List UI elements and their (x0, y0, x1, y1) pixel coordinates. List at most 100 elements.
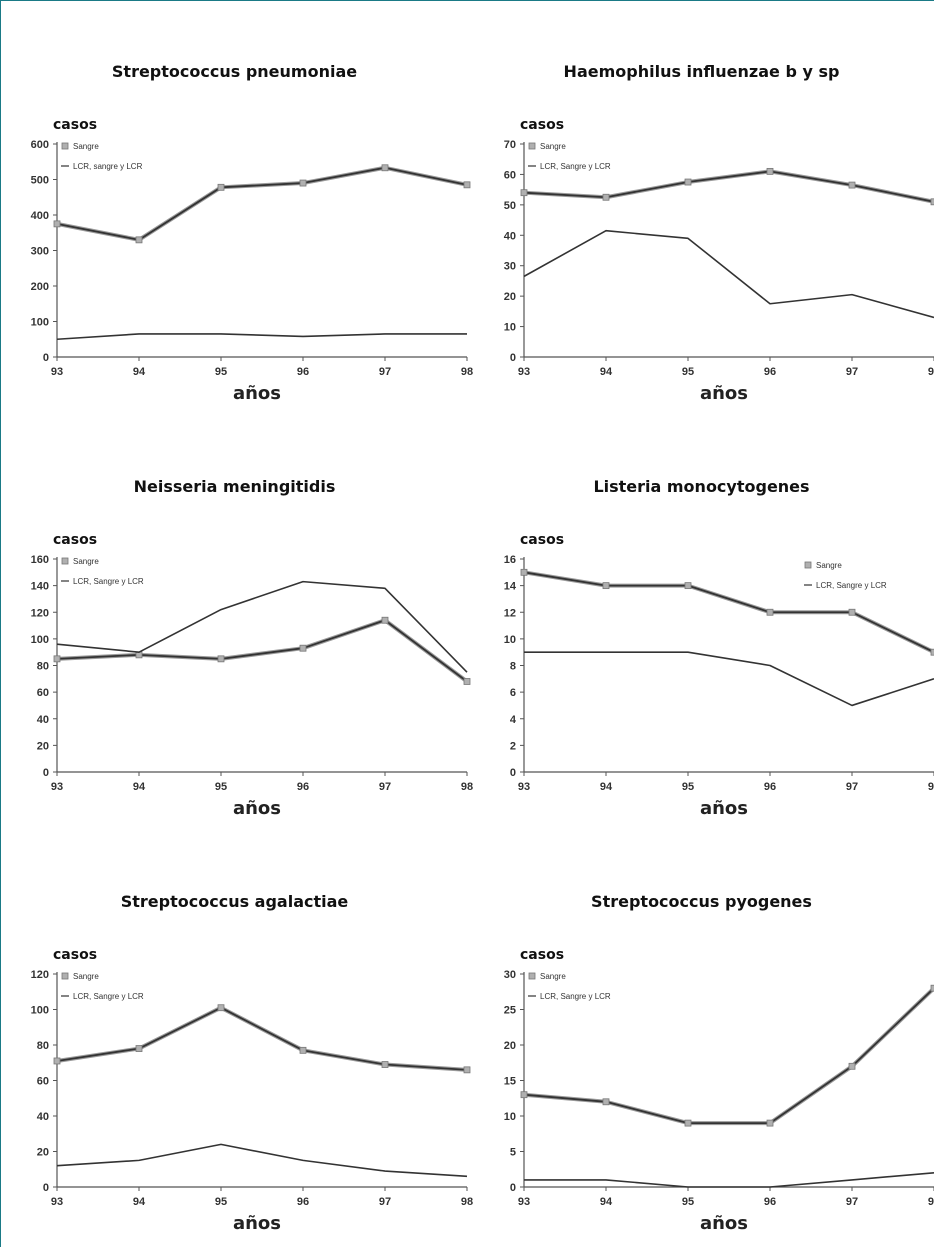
x-axis-label: años (233, 1213, 281, 1234)
legend-entry: Sangre (540, 142, 566, 151)
legend-entry: Sangre (73, 142, 99, 151)
y-tick-label: 5 (510, 1147, 516, 1159)
data-point (848, 1062, 856, 1070)
y-tick-label: 0 (43, 352, 49, 364)
data-point (299, 644, 307, 652)
data-point (848, 608, 856, 616)
data-point (135, 1045, 143, 1052)
x-tick-label: 93 (518, 366, 530, 378)
y-axis-label: casos (520, 117, 564, 133)
y-tick-label: 0 (510, 352, 516, 364)
x-tick-label: 94 (600, 781, 613, 793)
y-axis-label: casos (53, 532, 97, 548)
x-tick-label: 93 (51, 366, 63, 378)
x-tick-label: 98 (461, 1196, 473, 1208)
data-point (520, 568, 528, 576)
series-line-shadow (56, 1005, 468, 1072)
data-point (53, 1057, 61, 1065)
y-tick-label: 20 (504, 291, 516, 303)
series-line-lcr-sangre-y-lcr (524, 651, 934, 707)
y-tick-label: 30 (504, 969, 516, 981)
x-tick-label: 96 (297, 366, 309, 378)
chart-title: Haemophilus influenzae b y sp (564, 62, 840, 81)
data-point (684, 1119, 692, 1127)
y-axis-label: casos (520, 947, 564, 963)
y-tick-label: 10 (504, 634, 516, 646)
chart-panel-haemophilus: Haemophilus influenzae b y sp casos 0 10 20 3… (468, 1, 934, 416)
series-line-lcr-sangre-y-lcr (523, 229, 934, 319)
y-tick-label: 400 (31, 210, 49, 222)
data-point (53, 220, 61, 228)
y-tick-label: 20 (504, 1040, 516, 1052)
data-point (135, 236, 143, 244)
data-point (766, 1119, 774, 1127)
x-tick-label: 94 (600, 1196, 613, 1208)
y-tick-label: 6 (510, 687, 516, 699)
y-tick-label: 2 (510, 740, 516, 752)
y-tick-label: 60 (37, 1076, 49, 1088)
x-tick-label: 97 (846, 781, 858, 793)
y-tick-label: 16 (504, 554, 516, 566)
x-tick-label: 94 (133, 781, 146, 793)
x-tick-label: 97 (379, 1196, 391, 1208)
data-point (463, 181, 471, 189)
y-tick-label: 40 (37, 1111, 49, 1123)
y-tick-label: 70 (504, 139, 516, 151)
y-tick-label: 0 (43, 767, 49, 779)
x-axis-label: años (233, 383, 281, 404)
data-point (217, 1004, 225, 1012)
series-line-sangre (56, 166, 468, 241)
chart-svg: Haemophilus influenzae b y sp casos 0 10 20 3… (504, 62, 934, 404)
legend-entry: Sangre (816, 561, 842, 570)
y-axis-label: casos (520, 532, 564, 548)
data-point (848, 181, 856, 189)
chart-title: Streptococcus pneumoniae (112, 62, 357, 81)
data-point (53, 655, 61, 663)
y-tick-label: 100 (31, 634, 49, 646)
series-line-sangre (523, 987, 934, 1125)
chart-title: Streptococcus pyogenes (591, 892, 812, 911)
x-tick-label: 98 (461, 781, 473, 793)
series-line-sangre (56, 619, 468, 683)
x-tick-label: 95 (215, 781, 227, 793)
y-tick-label: 20 (37, 740, 49, 752)
data-point (684, 178, 692, 186)
x-tick-label: 98 (928, 366, 934, 378)
x-tick-label: 93 (518, 781, 530, 793)
data-point (299, 1046, 307, 1054)
x-axis-label: años (700, 383, 748, 404)
data-point (217, 183, 225, 191)
y-tick-label: 120 (31, 607, 49, 619)
chart-svg: Listeria monocytogenes casos 0 2 4 6 8 10 12 14 16… (504, 477, 934, 819)
data-point (463, 678, 471, 685)
legend-entry: LCR, Sangre y LCR (73, 577, 144, 586)
y-tick-label: 10 (504, 322, 516, 334)
data-point (930, 984, 934, 992)
legend-marker (528, 142, 536, 150)
y-tick-label: 500 (31, 175, 49, 187)
x-tick-label: 94 (600, 366, 613, 378)
y-tick-label: 25 (504, 1005, 516, 1017)
chart-svg: Neisseria meningitidis casos 0 20 40 60 80 100 1… (31, 477, 473, 819)
chart-panel-pneumoniae: Streptococcus pneumoniae casos 0 100 200 300 4… (1, 1, 473, 416)
x-tick-label: 93 (51, 1196, 63, 1208)
legend-entry: Sangre (73, 557, 99, 566)
chart-svg: Streptococcus pneumoniae casos 0 100 200 300 4… (31, 62, 473, 404)
y-tick-label: 300 (31, 246, 49, 258)
data-point (930, 648, 934, 656)
y-tick-label: 0 (43, 1182, 49, 1194)
data-point (602, 193, 610, 201)
chart-panel-agalactiae: Streptococcus agalactiae casos 0 20 40 60 80 10… (1, 831, 473, 1246)
y-tick-label: 160 (31, 554, 49, 566)
x-tick-label: 97 (379, 781, 391, 793)
x-tick-label: 95 (215, 1196, 227, 1208)
legend-entry: LCR, sangre y LCR (73, 162, 143, 171)
x-tick-label: 96 (764, 781, 776, 793)
chart-svg: Streptococcus agalactiae casos 0 20 40 60 80 10… (31, 892, 473, 1234)
y-tick-label: 40 (37, 714, 49, 726)
data-point (930, 198, 934, 206)
chart-panel-listeria: Listeria monocytogenes casos 0 2 4 6 8 10 12 14 16… (468, 416, 934, 831)
data-point (463, 1066, 471, 1074)
y-tick-label: 100 (31, 317, 49, 329)
x-tick-label: 94 (133, 366, 146, 378)
